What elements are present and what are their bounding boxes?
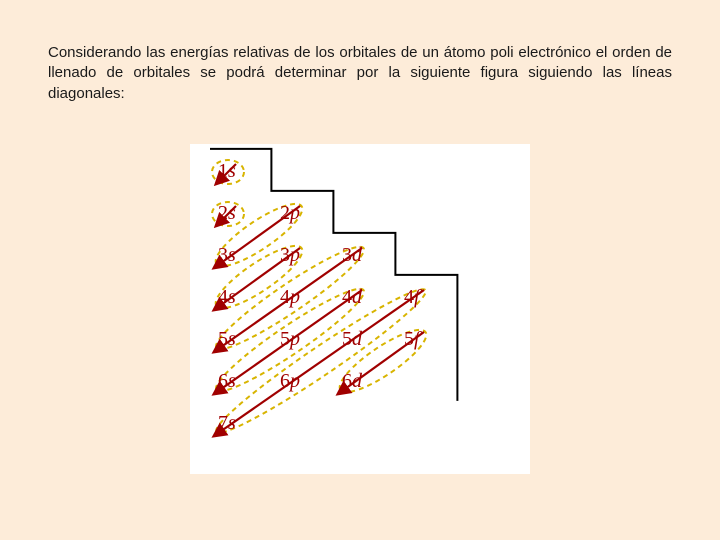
orbital-7s: 7s	[218, 412, 236, 435]
orbital-2s: 2s	[218, 202, 236, 225]
orbital-3d: 3d	[342, 244, 362, 267]
orbital-6s: 6s	[218, 370, 236, 393]
orbital-1s: 1s	[218, 160, 236, 183]
orbital-3s: 3s	[218, 244, 236, 267]
orbital-3p: 3p	[280, 244, 300, 267]
orbital-4s: 4s	[218, 286, 236, 309]
aufbau-diagram: 1s 2s 2p 3s 3p 3d 4s 4p 4d 4f 5s 5p 5d 5f 6s 6p 6d 7s	[190, 144, 530, 474]
diagonal-arrow-6	[214, 290, 424, 436]
orbital-5f: 5f	[404, 328, 420, 351]
orbital-6p: 6p	[280, 370, 300, 393]
orbital-6d: 6d	[342, 370, 362, 393]
orbital-5s: 5s	[218, 328, 236, 351]
orbital-5p: 5p	[280, 328, 300, 351]
intro-paragraph: Considerando las energías relativas de l…	[48, 43, 672, 104]
orbital-4d: 4d	[342, 286, 362, 309]
orbital-5d: 5d	[342, 328, 362, 351]
orbital-4f: 4f	[404, 286, 420, 309]
orbital-4p: 4p	[280, 286, 300, 309]
orbital-2p: 2p	[280, 202, 300, 225]
staircase-outline	[210, 149, 457, 401]
figure-container: 1s 2s 2p 3s 3p 3d 4s 4p 4d 4f 5s 5p 5d 5f 6s 6p 6d 7s	[48, 144, 672, 474]
